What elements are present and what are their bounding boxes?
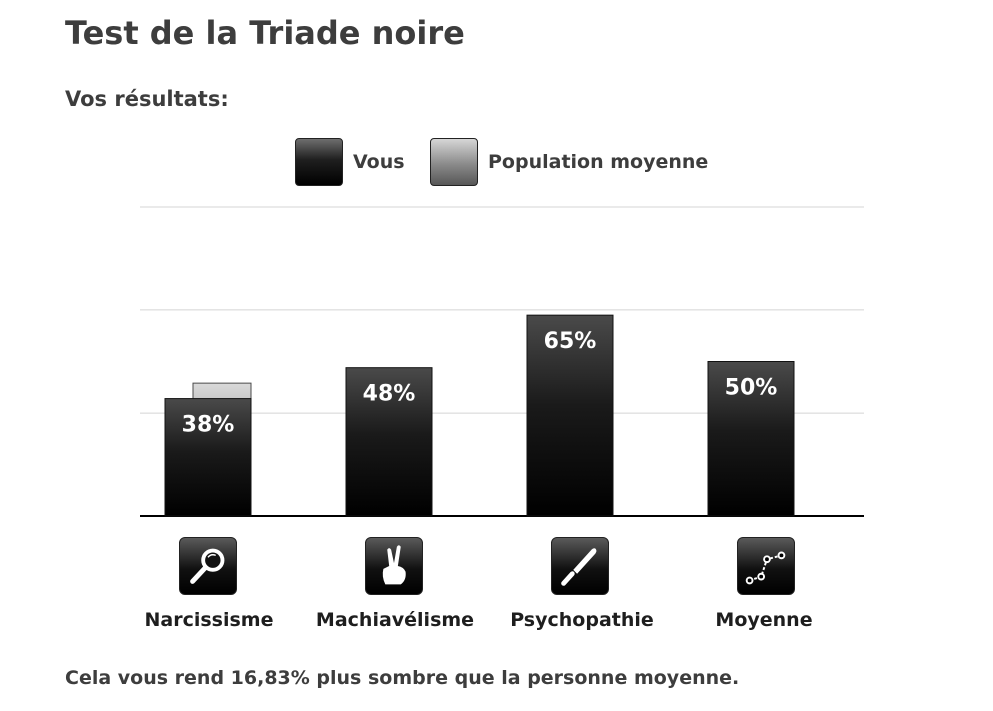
legend-item-vous: Vous bbox=[295, 138, 405, 186]
category-label-psychopathie: Psychopathie bbox=[510, 609, 654, 631]
legend-item-population: Population moyenne bbox=[430, 138, 708, 186]
magnifier-icon bbox=[179, 537, 237, 595]
category-label-moyenne: Moyenne bbox=[715, 609, 813, 631]
knife-icon bbox=[551, 537, 609, 595]
data-label-vous-moyenne: 50% bbox=[725, 376, 778, 401]
legend-label-population: Population moyenne bbox=[488, 151, 709, 173]
page-title: Test de la Triade noire bbox=[65, 14, 465, 52]
category-label-machiavelisme: Machiavélisme bbox=[315, 609, 475, 631]
trend-line-icon bbox=[737, 537, 795, 595]
bar-vous-machiavelisme bbox=[345, 367, 433, 517]
crossed-fingers-icon bbox=[365, 537, 423, 595]
legend-label-vous: Vous bbox=[353, 151, 405, 173]
legend-swatch-population bbox=[430, 138, 478, 186]
result-summary: Cela vous rend 16,83% plus sombre que la… bbox=[65, 667, 740, 689]
results-subtitle: Vos résultats: bbox=[65, 87, 229, 111]
bar-vous-moyenne bbox=[707, 361, 795, 517]
category-label-narcissisme: Narcissisme bbox=[144, 609, 274, 631]
bar-vous-narcissisme bbox=[164, 398, 252, 517]
bar-vous-psychopathie bbox=[526, 314, 614, 517]
data-label-vous-narcissisme: 38% bbox=[182, 413, 235, 438]
data-label-vous-psychopathie: 65% bbox=[544, 329, 597, 354]
legend-swatch-vous bbox=[295, 138, 343, 186]
data-label-vous-machiavelisme: 48% bbox=[363, 382, 416, 407]
